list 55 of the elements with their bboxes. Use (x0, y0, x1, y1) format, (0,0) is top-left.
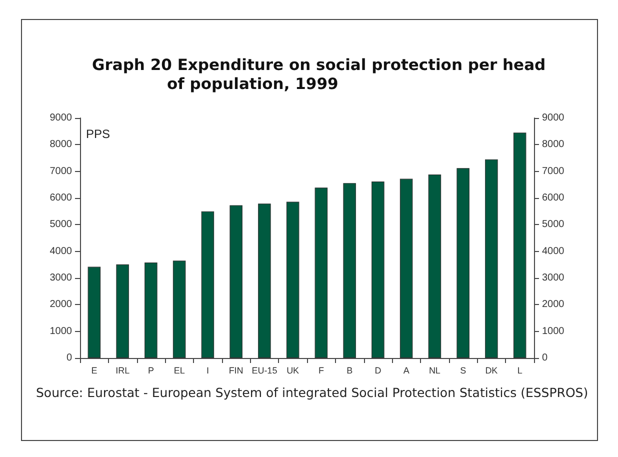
bar (201, 211, 214, 358)
y2-tick-label: 7000 (542, 166, 565, 177)
y-axis-title: PPS (86, 127, 110, 141)
y-tick-label: 7000 (50, 166, 72, 177)
y-tick-label: 8000 (50, 139, 72, 150)
bar (400, 178, 413, 358)
x-tick-label: A (403, 366, 410, 376)
bar (172, 260, 186, 358)
y-tick-label: 9000 (50, 112, 72, 124)
y-tick-label: 2000 (50, 299, 72, 310)
bar (343, 183, 356, 358)
bar (485, 159, 498, 358)
y2-tick-label: 0 (542, 352, 548, 364)
y2-tick-label: 5000 (542, 219, 565, 230)
y2-tick-label: 8000 (542, 139, 565, 150)
y-tick-label: 1000 (50, 326, 72, 337)
x-tick-label: EL (174, 366, 185, 376)
x-tick-label: FIN (228, 366, 244, 376)
y-tick-label: 4000 (50, 246, 72, 257)
x-tick-label: B (346, 366, 353, 376)
bar (456, 168, 470, 358)
x-tick-label: IRL (116, 366, 130, 376)
y2-tick-label: 9000 (542, 112, 565, 124)
bar (286, 202, 300, 358)
y-tick-label: 6000 (50, 192, 72, 204)
bar (372, 181, 384, 358)
x-tick-label: S (460, 366, 466, 376)
y-tick-label: 5000 (50, 219, 72, 230)
y2-tick-label: 3000 (542, 272, 565, 284)
bar (144, 262, 158, 358)
bar (428, 174, 442, 358)
bar (314, 188, 328, 358)
x-tick-label: I (206, 366, 209, 376)
bar (258, 204, 271, 358)
y2-tick-label: 2000 (542, 299, 565, 310)
source-note: Source: Eurostat - European System of integrated Social Protection Statistics (ESSPROS) (36, 384, 590, 401)
x-tick-label: UK (286, 366, 300, 376)
bar (230, 205, 242, 358)
x-tick-label: F (318, 366, 324, 376)
y2-tick-label: 1000 (542, 326, 565, 337)
y-tick-label: 3000 (50, 272, 72, 284)
y2-tick-label: 6000 (542, 192, 565, 204)
bar (513, 132, 526, 358)
x-tick-label: DK (485, 366, 498, 376)
bar (88, 266, 101, 358)
x-tick-label: L (517, 366, 522, 376)
x-tick-label: P (148, 366, 154, 376)
x-tick-label: E (91, 366, 98, 376)
bar (116, 264, 129, 358)
y2-tick-label: 4000 (542, 246, 565, 257)
x-tick-label: D (374, 366, 382, 376)
chart-title: Graph 20 Expenditure on social protection per head of population, 1999 (92, 56, 547, 94)
x-tick-label: NL (428, 366, 440, 376)
x-tick-label: EU-15 (252, 366, 278, 376)
y-tick-label: 0 (66, 352, 72, 364)
